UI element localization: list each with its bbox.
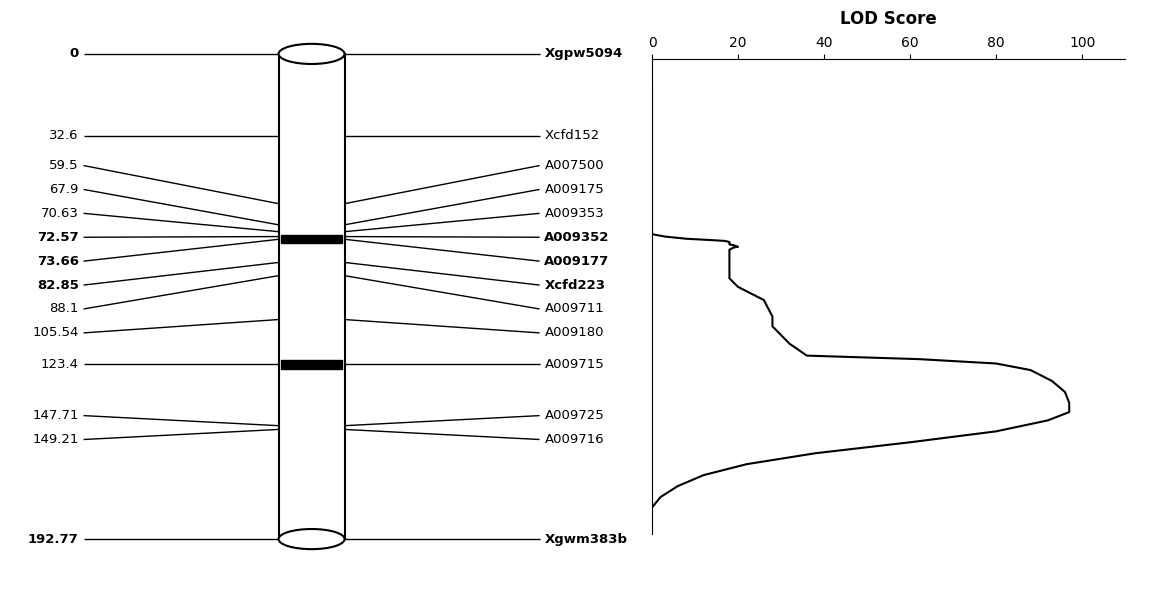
Ellipse shape	[278, 44, 345, 64]
X-axis label: LOD Score: LOD Score	[840, 11, 937, 28]
Text: 88.1: 88.1	[50, 302, 78, 315]
Text: 0: 0	[69, 47, 78, 60]
Text: 59.5: 59.5	[50, 159, 78, 172]
Text: 105.54: 105.54	[32, 326, 78, 339]
Text: 32.6: 32.6	[50, 129, 78, 142]
Text: 70.63: 70.63	[40, 207, 78, 220]
Bar	[280, 235, 343, 243]
Text: Xgwm383b: Xgwm383b	[545, 533, 628, 546]
Text: A009175: A009175	[545, 183, 605, 196]
Text: 147.71: 147.71	[32, 409, 78, 422]
Text: Xgpw5094: Xgpw5094	[545, 47, 623, 60]
Text: Xcfd152: Xcfd152	[545, 129, 600, 142]
Text: Xcfd223: Xcfd223	[545, 279, 606, 292]
Ellipse shape	[278, 529, 345, 549]
Bar	[278, 54, 345, 539]
Text: A009352: A009352	[545, 231, 609, 244]
Text: A007500: A007500	[545, 159, 604, 172]
Text: 73.66: 73.66	[37, 254, 78, 267]
Text: 72.57: 72.57	[37, 231, 78, 244]
Bar	[280, 361, 343, 368]
Text: 82.85: 82.85	[37, 279, 78, 292]
Text: A009177: A009177	[545, 254, 609, 267]
Text: A009180: A009180	[545, 326, 604, 339]
Text: A009715: A009715	[545, 358, 605, 371]
Text: A009711: A009711	[545, 302, 605, 315]
Text: A009725: A009725	[545, 409, 605, 422]
Text: A009353: A009353	[545, 207, 605, 220]
Text: 192.77: 192.77	[28, 533, 78, 546]
Text: A009716: A009716	[545, 433, 604, 446]
Text: 149.21: 149.21	[32, 433, 78, 446]
Text: 67.9: 67.9	[50, 183, 78, 196]
Text: 123.4: 123.4	[40, 358, 78, 371]
